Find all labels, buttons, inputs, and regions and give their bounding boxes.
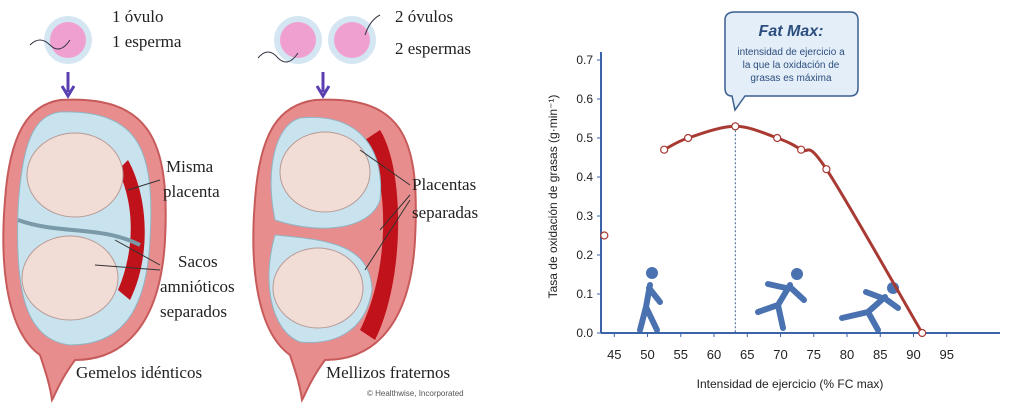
label: placenta (163, 182, 220, 201)
callout (724, 11, 859, 112)
point (918, 328, 927, 338)
x-axis-label: Intensidad de ejercicio (% FC max) (697, 377, 884, 391)
label: separadas (412, 203, 478, 222)
label: 1 esperma (112, 32, 182, 51)
y-tick-label: 0.1 (576, 287, 593, 301)
x-tick-label: 75 (807, 347, 821, 362)
egg (280, 22, 316, 58)
illustration: 1 óvulo 1 esperma Misma placenta Sacos a… (2, 7, 478, 403)
credit: © Healthwise, Incorporated (367, 389, 464, 398)
membrane (17, 218, 141, 247)
point (660, 145, 669, 154)
label: Sacos (178, 252, 218, 271)
egg (334, 22, 370, 58)
y-tick-label: 0.6 (576, 92, 593, 106)
x-tick-label: 90 (906, 347, 920, 362)
leader (94, 149, 411, 271)
point (797, 145, 806, 154)
label: separados (160, 302, 227, 321)
label: 1 óvulo (112, 7, 163, 26)
y-tick-label: 0.3 (576, 209, 593, 223)
point (822, 165, 831, 174)
egg (50, 22, 86, 58)
x-tick-label: 65 (740, 347, 754, 362)
y-tick-label: 0.5 (576, 131, 593, 145)
runner-icons (637, 267, 901, 333)
callout-text: la que la oxidación de (743, 60, 840, 71)
arrow (60, 72, 76, 99)
x-tick-label: 45 (607, 347, 621, 362)
point (731, 122, 740, 131)
point (684, 133, 693, 143)
callout-text: grasas es máxima (750, 73, 832, 84)
label: Placentas (412, 175, 476, 194)
point (773, 133, 782, 143)
chart: 0.0 0.1 0.2 0.3 0.4 0.5 0.6 0.7 45 50 55 60 65 70 75 80… (546, 11, 1000, 391)
point (600, 231, 609, 240)
placenta (360, 130, 399, 340)
label: amnióticos (160, 277, 235, 296)
x-tick-label: 85 (873, 347, 887, 362)
y-tick-label: 0.2 (576, 248, 593, 262)
label: 2 óvulos (395, 7, 453, 26)
label: 2 espermas (395, 39, 471, 58)
label: Misma (166, 157, 214, 176)
callout-title: Fat Max: (759, 23, 824, 40)
embryo (26, 132, 124, 218)
embryo (279, 131, 371, 213)
caption: Mellizos fraternos (326, 363, 450, 382)
embryo (21, 235, 119, 321)
callout-text: intensidad de ejercicio a (737, 47, 845, 58)
caption: Gemelos idénticos (76, 363, 202, 382)
sperm (29, 39, 71, 50)
y-tick-label: 0.7 (576, 53, 593, 67)
x-tick-label: 70 (773, 347, 787, 362)
y-tick-label: 0.4 (576, 170, 593, 184)
y-axis-label: Tasa de oxidación de grasas (g·min⁻¹) (546, 95, 560, 299)
sperm (364, 14, 381, 36)
x-tick-label: 60 (707, 347, 721, 362)
x-tick-label: 50 (640, 347, 654, 362)
placenta (118, 160, 145, 300)
x-tick-label: 55 (674, 347, 688, 362)
x-tick-label: 80 (840, 347, 854, 362)
sperm (257, 51, 299, 63)
x-tick-label: 95 (940, 347, 954, 362)
arrow (315, 72, 331, 99)
y-tick-label: 0.0 (576, 326, 593, 340)
embryo (272, 247, 364, 329)
